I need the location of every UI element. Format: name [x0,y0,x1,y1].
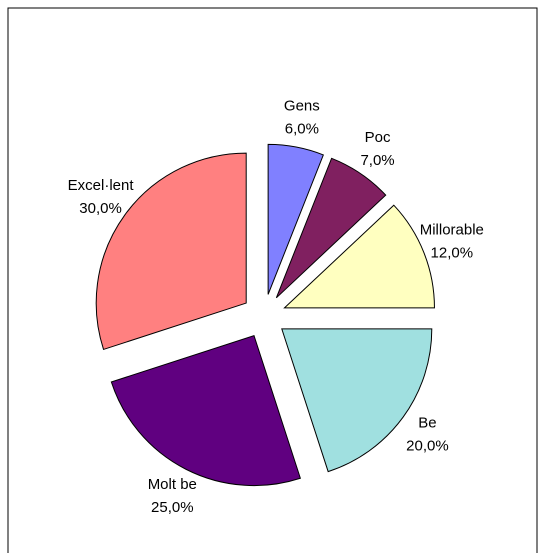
pie-slice [283,204,435,309]
slice-value-label: 20,0% [406,438,449,455]
slice-value-label: 7,0% [360,152,394,169]
slice-value-label: 30,0% [79,200,122,217]
frame [7,7,538,553]
pie-slice [281,328,433,473]
slice-label: Poc [365,129,391,146]
slice-value-label: 6,0% [285,121,319,138]
slice-label: Be [418,415,436,432]
slice-label: Molt be [148,476,197,493]
pie-slice [267,143,324,295]
pie-slice [275,157,387,299]
slice-label: Excel·lent [68,177,135,194]
slice-value-label: 25,0% [151,499,194,516]
pie-slice [110,334,301,487]
pie-slice [95,152,247,351]
slice-value-label: 12,0% [431,245,474,262]
slice-label: Millorable [420,222,484,239]
slice-label: Gens [284,98,320,115]
